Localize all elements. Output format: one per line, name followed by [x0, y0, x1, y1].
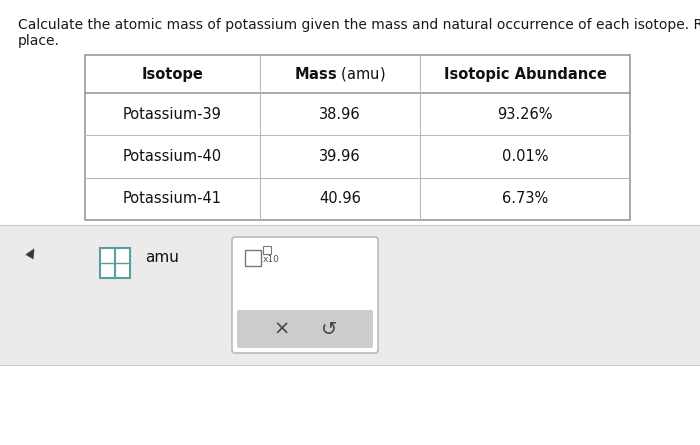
Text: Potassium-39: Potassium-39 — [123, 107, 222, 121]
Text: Potassium-40: Potassium-40 — [123, 149, 222, 164]
Text: 38.96: 38.96 — [319, 107, 360, 121]
Bar — [85, 55, 630, 220]
Text: ×: × — [273, 320, 289, 339]
Text: amu: amu — [145, 251, 179, 266]
Text: Mass $\left(\mathrm{amu}\right)$: Mass $\left(\mathrm{amu}\right)$ — [294, 65, 386, 83]
Text: Calculate the atomic mass of potassium given the mass and natural occurrence of : Calculate the atomic mass of potassium g… — [18, 18, 700, 32]
Text: 93.26%: 93.26% — [497, 107, 553, 121]
Text: place.: place. — [18, 34, 60, 48]
Text: ▲: ▲ — [25, 244, 39, 260]
Text: x10: x10 — [263, 255, 280, 264]
Text: 0.01%: 0.01% — [502, 149, 548, 164]
Bar — [100, 248, 130, 278]
Text: Potassium-41: Potassium-41 — [123, 191, 222, 206]
Text: Isotopic Abundance: Isotopic Abundance — [444, 66, 606, 81]
FancyBboxPatch shape — [237, 310, 373, 348]
Text: ↺: ↺ — [321, 320, 337, 339]
Bar — [263, 246, 271, 254]
Bar — [0, 225, 700, 365]
Bar — [245, 250, 261, 266]
FancyBboxPatch shape — [232, 237, 378, 353]
Text: 6.73%: 6.73% — [502, 191, 548, 206]
Text: 39.96: 39.96 — [319, 149, 360, 164]
Text: Isotope: Isotope — [141, 66, 204, 81]
Text: 40.96: 40.96 — [319, 191, 361, 206]
